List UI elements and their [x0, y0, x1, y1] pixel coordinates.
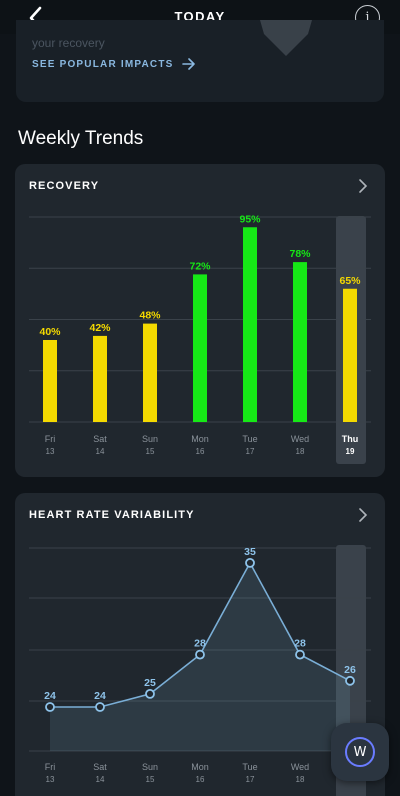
hrv-value-label: 26 — [344, 664, 356, 676]
recovery-bar — [293, 262, 307, 422]
hrv-value-label: 28 — [194, 638, 206, 650]
day-label: Mon — [191, 762, 209, 772]
day-label: Wed — [291, 762, 309, 772]
see-popular-impacts-label: SEE POPULAR IMPACTS — [32, 58, 174, 70]
day-label: Tue — [242, 762, 257, 772]
hrv-value-label: 28 — [294, 638, 306, 650]
hrv-point — [195, 649, 205, 660]
recovery-card[interactable]: RECOVERY 40% Fri 13 42% Sat 14 48% Sun 15 72% Mon 1… — [15, 164, 385, 477]
hrv-point — [295, 649, 305, 660]
hrv-value-label: 24 — [94, 690, 106, 702]
faded-description: your recovery — [32, 36, 105, 50]
date-label: 13 — [46, 447, 55, 456]
recovery-value-label: 95% — [239, 213, 261, 225]
day-label: Sat — [93, 762, 107, 772]
date-label: 18 — [296, 775, 305, 784]
hrv-chart: 24 Fri 13 24 Sat 14 25 Sun 15 28 Mon 16 35 Tue 17 28 Wed… — [29, 545, 371, 796]
recovery-bar — [243, 227, 257, 422]
hrv-point — [95, 702, 105, 712]
day-label: Thu — [342, 434, 359, 444]
day-label: Tue — [242, 434, 257, 444]
recovery-impacts-card: your recovery SEE POPULAR IMPACTS — [16, 20, 384, 102]
whoop-logo-icon: W — [345, 737, 375, 767]
recovery-title: RECOVERY — [29, 180, 100, 192]
day-label: Fri — [45, 762, 56, 772]
hrv-value-label: 24 — [44, 690, 56, 702]
date-label: 18 — [296, 447, 305, 456]
whoop-label: W — [353, 744, 367, 760]
weekly-trends-heading: Weekly Trends — [18, 128, 144, 149]
hrv-point — [345, 675, 355, 686]
day-label: Mon — [191, 434, 209, 444]
day-label: Fri — [45, 434, 56, 444]
info-icon: i — [365, 10, 370, 25]
day-label: Sun — [142, 762, 158, 772]
date-label: 19 — [346, 447, 355, 456]
date-label: 17 — [246, 447, 255, 456]
chevron-right-icon[interactable] — [355, 507, 371, 523]
date-label: 16 — [196, 447, 205, 456]
date-label: 13 — [46, 775, 55, 784]
hrv-value-label: 25 — [144, 677, 156, 689]
recovery-value-label: 48% — [139, 310, 161, 322]
recovery-value-label: 40% — [39, 326, 61, 338]
recovery-bar — [193, 274, 207, 422]
day-label: Sun — [142, 434, 158, 444]
chevron-right-icon[interactable] — [355, 178, 371, 194]
recovery-bar — [143, 323, 157, 422]
hrv-value-label: 35 — [244, 546, 256, 558]
hrv-card[interactable]: HEART RATE VARIABILITY 24 Fri 13 24 Sat 14 25 S… — [15, 493, 385, 796]
date-label: 14 — [96, 447, 105, 456]
recovery-value-label: 65% — [339, 275, 361, 287]
shield-graphic-icon — [260, 20, 312, 56]
date-label: 17 — [246, 775, 255, 784]
date-label: 14 — [96, 775, 105, 784]
date-label: 15 — [146, 775, 155, 784]
recovery-bar — [43, 340, 57, 422]
hrv-point — [245, 558, 255, 568]
recovery-value-label: 78% — [289, 248, 311, 260]
hrv-point — [45, 702, 55, 712]
recovery-bar — [93, 335, 107, 422]
date-label: 15 — [146, 447, 155, 456]
hrv-title: HEART RATE VARIABILITY — [29, 509, 195, 521]
see-popular-impacts-link[interactable]: SEE POPULAR IMPACTS — [32, 56, 196, 72]
whoop-button[interactable]: W — [331, 723, 389, 781]
arrow-right-icon — [181, 58, 195, 70]
recovery-chart: 40% Fri 13 42% Sat 14 48% Sun 15 72% Mon 16 95% Tue 17… — [29, 213, 371, 464]
day-label: Wed — [291, 434, 309, 444]
hrv-point — [145, 688, 155, 699]
day-label: Sat — [93, 434, 107, 444]
recovery-value-label: 42% — [89, 322, 111, 334]
date-label: 16 — [196, 775, 205, 784]
recovery-value-label: 72% — [189, 260, 211, 272]
recovery-bar — [343, 288, 357, 422]
